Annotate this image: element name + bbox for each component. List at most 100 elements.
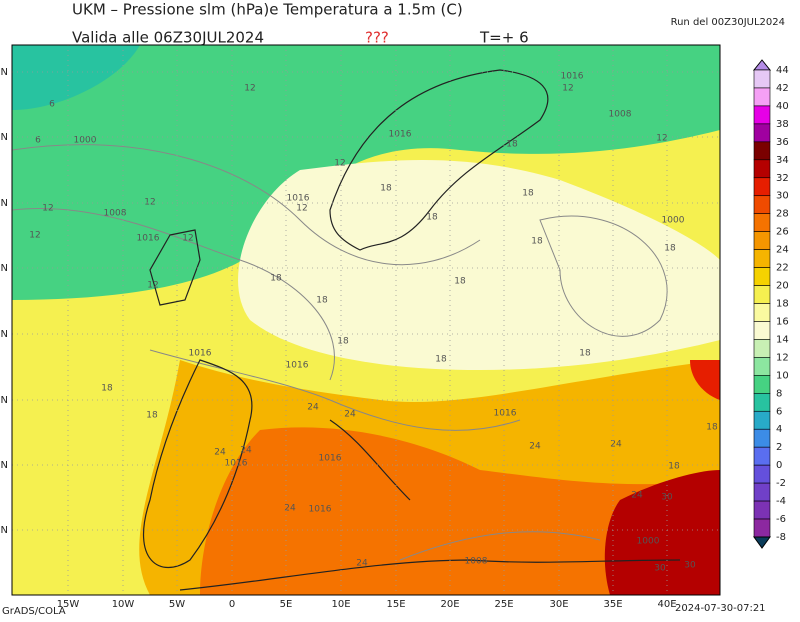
colorbar-box [753, 375, 771, 394]
lon-label: 25E [494, 599, 513, 610]
contour-label: 12 [244, 84, 255, 94]
colorbar-box [753, 249, 771, 268]
colorbar-box [753, 105, 771, 125]
colorbar-label: 34 [776, 155, 789, 166]
colorbar-box [753, 177, 771, 197]
colorbar-box [753, 87, 771, 107]
lat-label: N [1, 329, 8, 340]
colorbar-label: 16 [776, 316, 789, 327]
lat-label: N [1, 395, 8, 406]
field-cool [12, 45, 720, 300]
contour-label: 1000 [74, 136, 97, 146]
contour-label: 12 [656, 134, 667, 144]
colorbar-label: -2 [776, 478, 786, 489]
contour-label: 6 [49, 100, 55, 110]
contour-label: 1016 [189, 349, 212, 359]
contours [12, 144, 668, 561]
lon-label: 5W [169, 599, 185, 610]
colorbar-label: 32 [776, 173, 789, 184]
run-label: Run del 00Z30JUL2024 [671, 17, 785, 28]
colorbar-box [753, 69, 771, 89]
contour-label: 30 [654, 564, 666, 574]
contour-label: 18 [101, 384, 113, 394]
footer-left: GrADS/COLA [2, 606, 66, 617]
colorbar-label: 6 [776, 406, 782, 417]
contour-label: 24 [529, 442, 541, 452]
contour-label: 1000 [662, 216, 685, 226]
contour-label: 18 [146, 411, 158, 421]
colorbar-label: 36 [776, 137, 789, 148]
lon-label: 35E [603, 599, 622, 610]
colorbar-box [753, 446, 771, 466]
colorbar-box [753, 285, 771, 304]
contour-label: 12 [562, 84, 573, 94]
contour-label: 1016 [286, 361, 309, 371]
colorbar-label: 40 [776, 101, 789, 112]
contour-label: 1016 [225, 459, 248, 469]
colorbar-box [753, 321, 771, 340]
colorbar-label: 8 [776, 388, 782, 399]
colorbar-label: 10 [776, 370, 789, 381]
colorbar-label: 28 [776, 209, 789, 220]
colorbar-box [753, 518, 771, 538]
contour-label: 1016 [494, 409, 517, 419]
contour-label: 18 [664, 244, 676, 254]
colorbar-box [753, 393, 771, 412]
colorbar-label: 0 [776, 460, 782, 471]
lat-label: N [1, 67, 8, 78]
contour-label: 18 [506, 140, 518, 150]
contour-label: 6 [35, 136, 41, 146]
lon-label: 15W [57, 599, 80, 610]
lon-label: 30E [549, 599, 568, 610]
lat-label: N [1, 198, 8, 209]
colorbar-box [753, 159, 771, 179]
contour-label: 30 [684, 561, 696, 571]
contour-label: 12 [334, 159, 345, 169]
contour-label: 30 [661, 493, 673, 503]
contour-label: 12 [144, 198, 155, 208]
map-frame [11, 44, 721, 596]
contour-label: 24 [284, 504, 296, 514]
contour-label: 12 [147, 281, 158, 291]
lat-label: N [1, 263, 8, 274]
contour-label: 1000 [637, 537, 660, 547]
lat-label: N [1, 525, 8, 536]
contour-label: 24 [610, 440, 622, 450]
contour-label: 1008 [465, 557, 488, 567]
colorbar-box [753, 303, 771, 322]
colorbar-label: 18 [776, 299, 789, 310]
contour-label: 24 [240, 446, 252, 456]
lat-label: N [1, 132, 8, 143]
colorbar-box [753, 500, 771, 520]
colorbar-label: 38 [776, 119, 789, 130]
contour-label: 18 [454, 277, 466, 287]
lat-label: N [1, 460, 8, 471]
colorbar-label: -8 [776, 532, 786, 543]
colorbar-label: 22 [776, 263, 789, 274]
field-east-hot [690, 360, 720, 400]
colorbar-label: 30 [776, 191, 789, 202]
contour-label: 18 [426, 213, 438, 223]
colorbar-label: 42 [776, 83, 789, 94]
footer-right: 2024-07-30-07:21 [675, 603, 766, 614]
contour-label: 12 [182, 234, 193, 244]
colorbar-label: 44 [776, 65, 789, 76]
contour-label: 18 [668, 462, 680, 472]
contour-label: 1016 [137, 234, 160, 244]
field-mild [238, 160, 720, 370]
lon-label: 15E [386, 599, 405, 610]
lon-label: 10W [112, 599, 135, 610]
contour-label: 18 [337, 337, 349, 347]
contour-label: 1008 [609, 110, 632, 120]
contour-label: 24 [356, 559, 368, 569]
contour-label: 1016 [389, 130, 412, 140]
map-area: 6 1000 6 12 12 1008 12 1016 12 12 12 1016 12 1016 1008… [12, 45, 720, 595]
colorbar-label: 20 [776, 281, 789, 292]
colorbar-label: -6 [776, 514, 786, 525]
contour-label: 1016 [561, 72, 584, 82]
colorbar-bottom-arrow [753, 536, 771, 549]
colorbar-box [753, 410, 771, 430]
contour-label: 1008 [104, 209, 127, 219]
lon-label: 20E [440, 599, 459, 610]
colorbar-label: 2 [776, 442, 782, 453]
